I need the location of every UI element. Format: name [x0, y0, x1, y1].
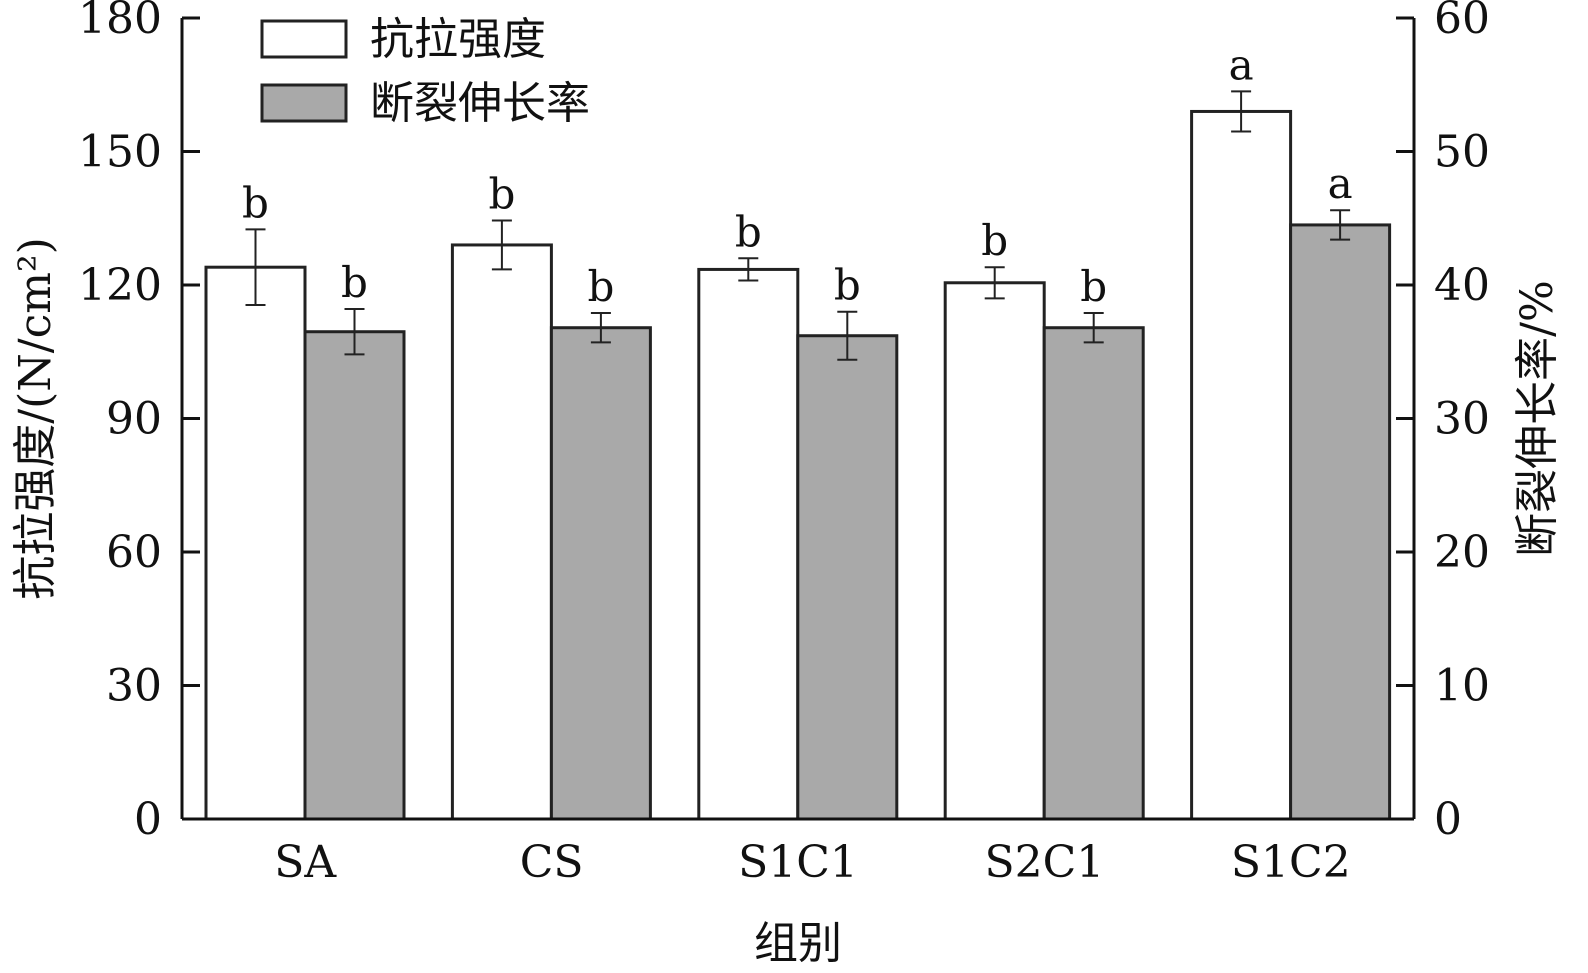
- bars-layer: [204, 109, 1392, 821]
- y-left-tick-label: 30: [106, 661, 162, 712]
- legend-swatch-tensile: [260, 19, 348, 59]
- significance-label-S1C2: a: [1328, 159, 1353, 208]
- error-bars-layer: [245, 90, 1351, 361]
- significance-label-SA: b: [341, 258, 368, 307]
- y-axis-left-title: 抗拉强度/(N/cm²): [10, 237, 61, 599]
- legend-label-elongation: 断裂伸长率: [370, 78, 590, 129]
- bar-elongation-S1C1: [796, 334, 899, 821]
- bar-tensile-S1C1: [697, 267, 800, 821]
- y-left-tick-label: 0: [134, 794, 162, 845]
- y-left-tick-label: 120: [78, 260, 162, 311]
- significance-label-SA: b: [242, 178, 269, 227]
- ticks-layer: 0 30 60 90 120 150 180 0 10 20 30 40 50 60 SA CS S1C1 S2C…: [78, 0, 1490, 888]
- significance-label-S2C1: b: [981, 216, 1008, 265]
- bar-tensile-S1C2: [1190, 109, 1293, 821]
- y-right-tick-label: 0: [1434, 794, 1462, 845]
- bar-elongation-CS: [549, 326, 652, 821]
- y-left-tick-label: 180: [78, 0, 162, 44]
- significance-label-S1C2: a: [1229, 40, 1254, 89]
- significance-labels-layer: b b b b a b b b b a: [242, 40, 1353, 311]
- y-right-tick-label: 40: [1434, 260, 1490, 311]
- y-left-tick-label: 150: [78, 127, 162, 178]
- significance-label-CS: b: [587, 262, 614, 311]
- legend-swatch-elongation: [260, 83, 348, 123]
- bar-tensile-SA: [204, 265, 307, 821]
- x-tick-label-S1C2: S1C2: [1231, 837, 1351, 888]
- x-tick-label-S2C1: S2C1: [985, 837, 1105, 888]
- y-right-tick-label: 30: [1434, 394, 1490, 445]
- significance-label-S1C1: b: [735, 207, 762, 256]
- y-right-tick-label: 60: [1434, 0, 1490, 44]
- y-right-tick-label: 20: [1434, 527, 1490, 578]
- y-axis-right-title: 断裂伸长率/%: [1512, 280, 1563, 557]
- y-left-tick-label: 60: [106, 527, 162, 578]
- legend-label-tensile: 抗拉强度: [370, 14, 546, 65]
- bar-tensile-CS: [450, 243, 553, 821]
- x-axis-title: 组别: [754, 918, 842, 969]
- x-tick-label-CS: CS: [520, 837, 584, 888]
- bar-tensile-S2C1: [943, 281, 1046, 821]
- significance-label-CS: b: [488, 169, 515, 218]
- significance-label-S1C1: b: [834, 261, 861, 310]
- x-tick-label-S1C1: S1C1: [738, 837, 858, 888]
- bar-elongation-S2C1: [1042, 326, 1145, 821]
- bar-elongation-SA: [303, 330, 406, 821]
- significance-label-S2C1: b: [1080, 262, 1107, 311]
- y-right-tick-label: 10: [1434, 661, 1490, 712]
- bar-elongation-S1C2: [1289, 223, 1392, 821]
- x-tick-label-SA: SA: [274, 837, 337, 888]
- y-right-tick-label: 50: [1434, 127, 1490, 178]
- y-left-tick-label: 90: [106, 394, 162, 445]
